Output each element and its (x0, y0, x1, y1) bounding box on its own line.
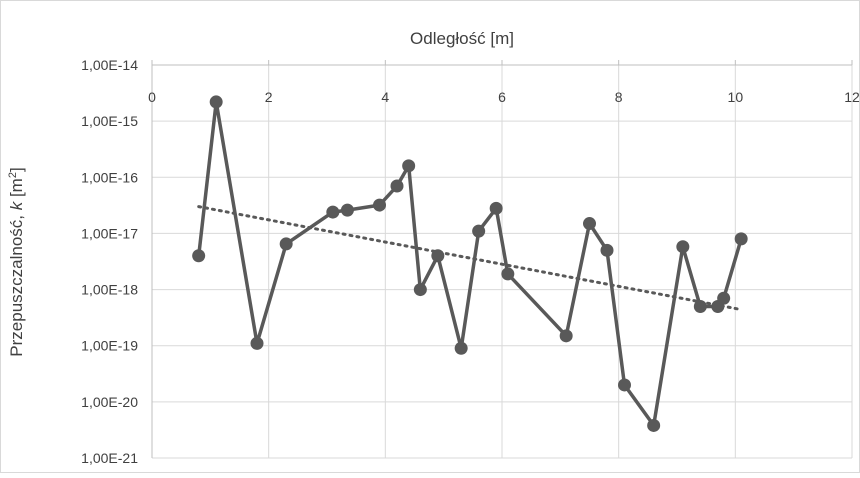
data-point (489, 201, 503, 215)
data-point (676, 240, 690, 254)
y-tick-label: 1,00E-15 (81, 113, 138, 129)
x-tick-label: 4 (381, 89, 389, 105)
data-point (717, 291, 731, 305)
y-tick-label: 1,00E-21 (81, 450, 138, 466)
y-tick-label: 1,00E-16 (81, 169, 138, 185)
tick-label-layer: 1,00E-14 1,00E-15 1,00E-16 1,00E-17 1,00E-18… (81, 57, 860, 466)
y-tick-label: 1,00E-20 (81, 394, 138, 410)
x-tick-label: 0 (148, 89, 156, 105)
y-tick-label: 1,00E-19 (81, 338, 138, 354)
marker-layer (192, 95, 748, 432)
data-point (373, 198, 386, 212)
x-tick-label: 8 (615, 89, 623, 105)
data-point (402, 159, 416, 173)
data-point (600, 243, 614, 257)
y-tick-label: 1,00E-18 (81, 282, 138, 298)
data-point (390, 179, 404, 193)
y-tick-label: 1,00E-14 (81, 57, 138, 73)
data-point (583, 217, 596, 231)
data-point (734, 232, 748, 246)
data-point (192, 249, 206, 263)
data-point (454, 341, 468, 355)
data-point (647, 418, 661, 432)
data-point (618, 378, 631, 392)
x-tick-label: 10 (728, 89, 744, 105)
x-axis-title: Odległość [m] (410, 29, 514, 48)
data-point (250, 336, 264, 350)
x-tick-label: 12 (844, 89, 860, 105)
y-axis-title: Przepuszczalność, k [m2] (7, 167, 26, 356)
data-point (501, 267, 515, 281)
data-point (472, 224, 486, 238)
data-point (209, 95, 223, 109)
trendline-layer (197, 205, 743, 312)
data-point (340, 203, 354, 217)
data-point (413, 283, 427, 297)
trendline (197, 205, 743, 312)
data-point (279, 237, 293, 251)
y-tick-label: 1,00E-17 (81, 225, 138, 241)
data-point (326, 205, 340, 219)
x-tick-label: 2 (265, 89, 273, 105)
axis-layer (151, 60, 853, 458)
data-point (431, 249, 445, 263)
data-point (693, 299, 707, 313)
data-point (559, 329, 573, 343)
x-tick-label: 6 (498, 89, 506, 105)
